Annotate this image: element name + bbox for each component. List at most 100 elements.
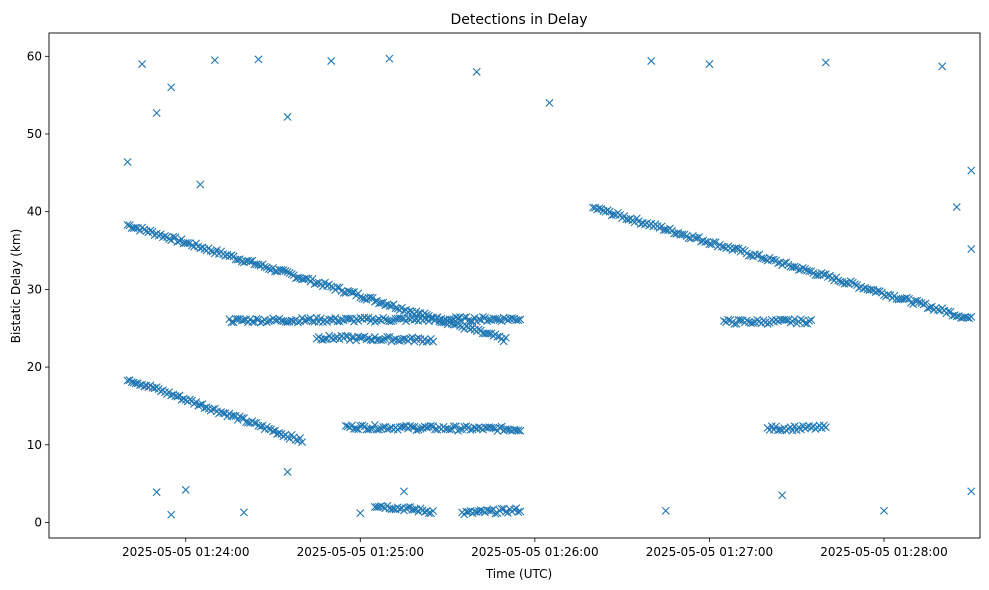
track-point [516,315,525,324]
detection-point [385,54,394,63]
track-point [285,269,294,278]
track-point [212,246,221,255]
track-point [516,507,525,516]
track-point [316,314,325,323]
track-point [366,335,375,344]
track-point [705,240,714,249]
detection-point [952,203,961,212]
track-point [711,238,720,247]
track-point [867,285,876,294]
track-point [283,267,292,276]
y-axis-label: Bistatic Delay (km) [9,229,23,344]
track-point [350,288,359,297]
track-point [422,423,431,432]
detection-point [661,506,670,515]
track-point [414,309,423,318]
detection-point [138,60,147,69]
track-point [198,400,207,409]
chart-title: Detections in Delay [450,12,587,28]
track-point [470,313,479,322]
track-point [605,207,614,216]
track-point [269,427,278,436]
track-point [514,508,523,517]
x-tick-label: 2025-05-05 01:27:00 [646,545,773,559]
track-point [771,422,780,431]
track-point [202,403,211,412]
track-point [510,505,519,514]
detection-point [210,56,219,65]
detection-point [356,509,365,518]
track-point [377,299,386,307]
track-point [379,335,388,344]
track-point [790,315,799,324]
track-point [262,318,271,327]
track-point [445,425,454,434]
track-point [805,316,814,325]
detection-point [283,467,292,476]
track-point [431,425,440,434]
x-tick-label: 2025-05-05 01:25:00 [297,545,424,559]
detection-point [821,58,830,67]
track-point [248,317,257,326]
track-point [271,267,280,276]
track-point [279,266,288,275]
track-point [474,423,483,432]
track-point [493,315,502,324]
track-point [391,304,400,313]
track-point [495,316,504,325]
track-point [508,314,516,323]
scatter-points [123,54,976,519]
track-point [123,220,132,229]
detection-point [967,166,976,175]
track-point [923,304,932,313]
track-point [389,504,398,513]
track-point [348,288,356,297]
x-tick-label: 2025-05-05 01:26:00 [471,545,598,559]
track-point [327,334,336,343]
track-point [131,379,140,388]
track-point [348,421,356,430]
track-point [356,293,365,302]
track-point [447,315,456,324]
detection-point [967,244,976,253]
track-point [260,262,269,271]
track-point [493,332,502,341]
x-axis-label: Time (UTC) [485,567,552,581]
track-point [187,241,196,250]
track-point [821,423,830,432]
detection-point [399,487,408,496]
detection-point [167,83,176,92]
track-point [501,333,510,342]
track-point [256,422,265,431]
track-point [774,259,782,268]
track-point [131,223,140,232]
track-point [491,509,500,518]
track-point [497,504,506,513]
track-point [281,266,290,275]
track-point [381,315,390,324]
track-point [807,315,816,324]
track-point [377,502,386,511]
track-point [782,316,791,325]
track-point [904,294,913,303]
track-point [913,296,922,305]
track-point [208,405,217,414]
track-point [684,234,693,243]
track-point [595,204,604,213]
track-point [256,318,265,327]
track-point [474,315,483,324]
track-point [501,507,510,516]
detection-point [647,56,656,65]
track-point [275,429,284,437]
detection-point [152,488,161,497]
track-point [296,434,305,443]
track-point [352,424,361,433]
track-point [514,426,523,435]
track-point [678,230,687,239]
track-point [173,237,182,246]
track-point [375,425,383,434]
track-point [476,506,485,515]
track-point [383,300,392,309]
track-point [399,334,408,343]
